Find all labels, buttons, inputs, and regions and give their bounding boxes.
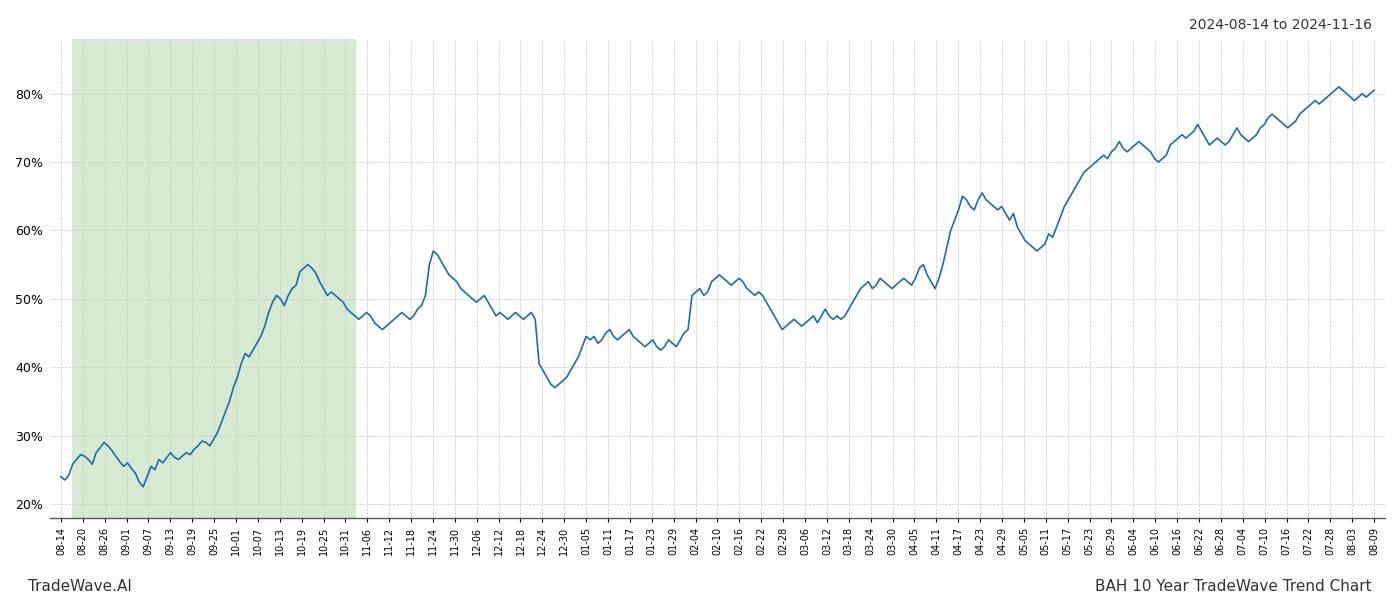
Text: 2024-08-14 to 2024-11-16: 2024-08-14 to 2024-11-16 [1189,18,1372,32]
Text: BAH 10 Year TradeWave Trend Chart: BAH 10 Year TradeWave Trend Chart [1095,579,1372,594]
Text: TradeWave.AI: TradeWave.AI [28,579,132,594]
Bar [71,39,357,518]
